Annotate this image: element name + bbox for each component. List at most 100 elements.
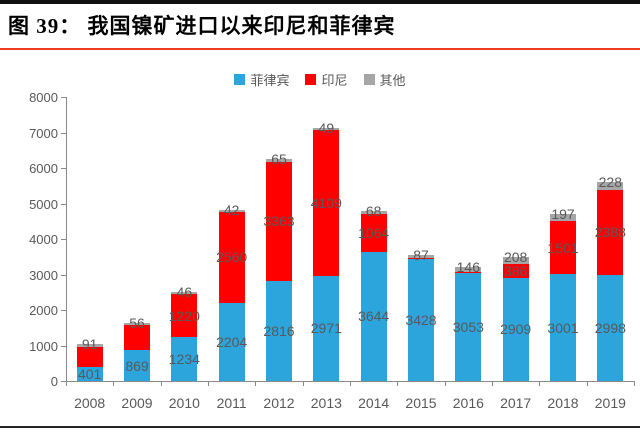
bar-value-label: 91 (81, 336, 98, 352)
bar-segment-其他 (313, 127, 340, 130)
bar-value-label: 2998 (594, 319, 626, 336)
y-axis-line (66, 97, 67, 381)
bar-value-label: 2971 (310, 320, 342, 337)
y-axis-tick (61, 97, 66, 98)
bar-segment-菲律宾 (360, 251, 387, 381)
legend-item: 其他 (363, 70, 406, 89)
bar-segment-印尼 (455, 271, 482, 273)
bar-segment-菲律宾 (502, 277, 529, 381)
x-axis-tick-label: 2017 (500, 395, 532, 411)
bar-segment-其他 (218, 210, 245, 212)
y-axis-tick-label: 0 (50, 374, 58, 389)
bar-value-label: 1501 (547, 239, 579, 256)
y-axis-tick (61, 132, 66, 134)
y-axis-tick (61, 274, 66, 276)
bar-segment-印尼 (360, 213, 387, 252)
y-axis-tick-label: 7000 (29, 125, 58, 141)
bar-value-label: 65 (271, 151, 287, 168)
x-axis-tick (586, 381, 588, 386)
bar-value-label: 401 (77, 365, 102, 382)
bar-segment-菲律宾 (124, 350, 150, 381)
bar-value-label: 1220 (168, 307, 200, 324)
top-border-line (0, 0, 640, 4)
y-axis-tick (61, 381, 66, 382)
bar-value-label: 2388 (594, 224, 626, 241)
legend-item: 菲律宾 (234, 70, 289, 89)
bar-value-label: 2204 (216, 333, 248, 350)
y-axis-tick-label: 1000 (29, 338, 58, 354)
bar-value-label: 3001 (547, 319, 579, 336)
y-axis-tick-label: 6000 (29, 161, 58, 176)
bar-segment-菲律宾 (218, 302, 245, 381)
bar-segment-印尼 (266, 161, 292, 282)
x-axis-tick-label: 2009 (121, 395, 153, 411)
x-axis-tick (113, 381, 115, 386)
title-underline (0, 48, 640, 50)
bar-value-label: 87 (413, 247, 429, 264)
bar-segment-其他 (408, 255, 434, 259)
x-axis-tick-label: 2011 (216, 395, 247, 411)
bar-value-label: 208 (503, 248, 528, 265)
bar-segment-菲律宾 (455, 272, 482, 381)
x-axis-tick (634, 381, 635, 386)
bar-segment-其他 (76, 344, 103, 348)
bar-value-label: 4109 (310, 194, 342, 211)
bar-segment-其他 (124, 323, 150, 326)
y-axis-tick (61, 203, 66, 205)
bar-value-label: 1234 (168, 351, 200, 368)
x-axis-tick (350, 381, 351, 386)
bar-segment-印尼 (502, 264, 529, 278)
bar-segment-印尼 (76, 347, 103, 367)
bar-value-label: 2816 (263, 323, 295, 340)
x-axis-tick-label: 2018 (547, 395, 579, 411)
legend-label: 菲律宾 (250, 72, 290, 88)
bar-value-label: 1064 (358, 224, 390, 241)
bar-segment-印尼 (124, 325, 150, 351)
bar-value-label: 3644 (358, 308, 390, 325)
y-axis-tick (61, 168, 66, 169)
bar-value-label: 2909 (500, 321, 532, 338)
bar-value-label: 197 (551, 206, 575, 223)
chart-legend: 菲律宾 印尼 其他 (0, 70, 640, 88)
bar-segment-其他 (597, 181, 624, 190)
bar-value-label: 3363 (263, 213, 295, 230)
x-axis-tick-label: 2014 (358, 395, 390, 411)
y-axis-tick (61, 310, 66, 311)
legend-item: 印尼 (305, 70, 348, 89)
bar-value-label: 49 (318, 119, 335, 136)
bar-value-label: 146 (456, 258, 481, 275)
bar-segment-印尼 (408, 258, 434, 260)
legend-swatch-icon (234, 73, 246, 85)
x-axis-tick (66, 381, 67, 386)
bar-value-label: 386 (503, 262, 528, 279)
x-axis-tick-label: 2016 (452, 395, 484, 411)
bar-value-label: 3428 (405, 312, 437, 329)
bar-segment-印尼 (597, 189, 624, 275)
legend-label: 印尼 (321, 72, 348, 88)
x-axis-tick-label: 2010 (168, 395, 200, 411)
y-axis-tick-label: 5000 (29, 196, 58, 212)
x-axis-tick (492, 381, 493, 386)
bar-segment-菲律宾 (597, 274, 624, 381)
x-axis-tick (255, 381, 257, 386)
y-axis-tick (61, 239, 66, 240)
bar-value-label: 3053 (452, 318, 484, 335)
bar-value-label: 42 (223, 202, 240, 219)
bar-value-label: 2560 (216, 249, 248, 266)
bar-value-label: 869 (125, 357, 149, 374)
x-axis-tick-label: 2013 (310, 395, 342, 411)
legend-swatch-icon (305, 73, 317, 85)
bar-value-label: 68 (365, 203, 382, 220)
x-axis-tick (160, 381, 162, 386)
bar-segment-印尼 (550, 221, 576, 275)
x-axis-tick (302, 381, 304, 386)
bar-value-label: 56 (129, 315, 145, 332)
x-axis-tick (208, 381, 209, 386)
bar-segment-其他 (455, 266, 482, 272)
bar-segment-其他 (266, 159, 292, 162)
y-axis-tick-label: 2000 (29, 303, 58, 318)
bar-segment-菲律宾 (76, 366, 103, 381)
bar-segment-其他 (360, 211, 387, 214)
x-axis-tick-label: 2008 (74, 395, 106, 411)
